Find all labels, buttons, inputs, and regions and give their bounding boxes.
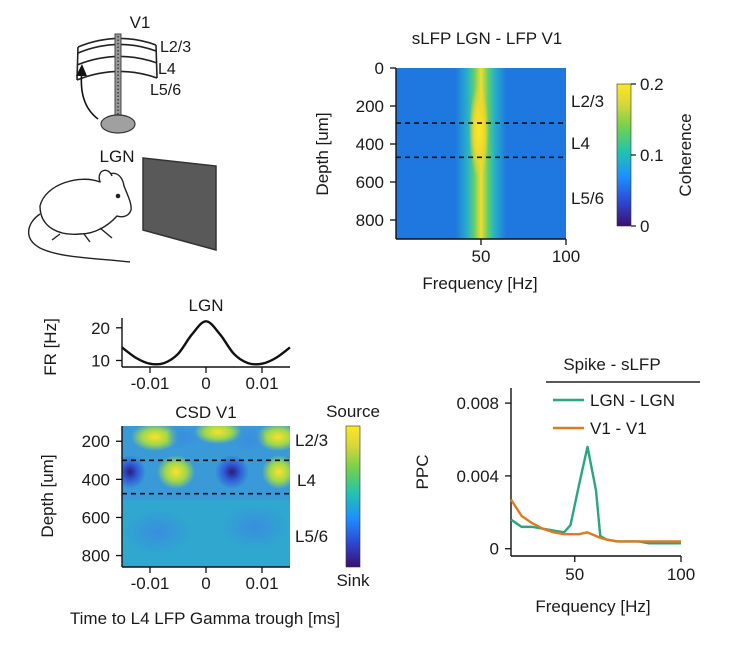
lgn-fr-title: LGN bbox=[189, 296, 224, 315]
colorbar-tick-label: 0.2 bbox=[640, 75, 664, 94]
coherence-title: sLFP LGN - LFP V1 bbox=[412, 29, 563, 48]
coherence-colorbar bbox=[616, 83, 632, 227]
coherence-ylabel: Depth [um] bbox=[313, 112, 332, 195]
lgn-fr-ytick-label: 20 bbox=[91, 319, 110, 338]
csd-ytick-label: 400 bbox=[82, 470, 110, 489]
ppc-panel: Spike - sLFP 0.008 0.004 0 50 100 LGN - LGN … bbox=[413, 355, 700, 616]
csd-colorbar-top-label: Source bbox=[326, 402, 380, 421]
csd-sink-l4-1 bbox=[122, 455, 146, 489]
lgn-nucleus bbox=[100, 114, 136, 134]
legend-label-v1: V1 - V1 bbox=[590, 419, 647, 438]
lgn-fr-xtick-label: 0.01 bbox=[245, 374, 278, 393]
csd-xtick-label: -0.01 bbox=[131, 574, 170, 593]
coherence-ytick-label: 800 bbox=[356, 211, 384, 230]
colorbar-tick-label: 0 bbox=[640, 217, 649, 236]
csd-low-sup-2 bbox=[233, 427, 267, 453]
coherence-ytick-label: 200 bbox=[356, 97, 384, 116]
csd-layer-boundaries bbox=[122, 459, 290, 495]
csd-title: CSD V1 bbox=[175, 403, 236, 422]
coherence-layer-l4: L4 bbox=[571, 134, 590, 153]
legend-label-lgn: LGN - LGN bbox=[590, 391, 675, 410]
ppc-ytick-label: 0 bbox=[490, 540, 499, 559]
coherence-panel: sLFP LGN - LFP V1 0 200 400 600 800 50 100 L2/… bbox=[313, 29, 695, 293]
csd-xlabel: Time to L4 LFP Gamma trough [ms] bbox=[70, 609, 340, 628]
lgn-fr-axes: 20 10 -0.01 0 0.01 bbox=[91, 318, 290, 393]
ppc-ytick-label: 0.008 bbox=[456, 394, 499, 413]
layer-label-l23: L2/3 bbox=[160, 39, 191, 56]
csd-xtick-label: 0 bbox=[201, 574, 210, 593]
arrow-head-icon bbox=[76, 64, 87, 76]
csd-colorbar-bottom-label: Sink bbox=[336, 571, 370, 590]
csd-source-sup-1 bbox=[131, 426, 179, 451]
csd-layer-l23: L2/3 bbox=[295, 431, 328, 450]
csd-source-l4-1 bbox=[157, 455, 195, 489]
coherence-layer-l23: L2/3 bbox=[571, 92, 604, 111]
csd-xtick-label: 0.01 bbox=[245, 574, 278, 593]
coherence-ytick-label: 0 bbox=[375, 59, 384, 78]
coherence-colorbar-label: Coherence bbox=[676, 113, 695, 196]
csd-low-deep-1 bbox=[124, 510, 192, 554]
csd-heatmap bbox=[122, 426, 290, 567]
ppc-series-line-v1 bbox=[509, 498, 681, 543]
lgn-fr-xtick-label: -0.01 bbox=[131, 374, 170, 393]
csd-low-deep-2 bbox=[221, 505, 289, 549]
coherence-ytick-label: 400 bbox=[356, 135, 384, 154]
coherence-colorbar-ticks: 0 0.1 0.2 bbox=[631, 75, 664, 236]
coherence-heatmap bbox=[396, 68, 566, 239]
probe-shank bbox=[114, 33, 122, 123]
ppc-xlabel: Frequency [Hz] bbox=[535, 597, 650, 616]
colorbar-tick-label: 0.1 bbox=[640, 146, 664, 165]
coherence-xtick-label: 50 bbox=[472, 247, 491, 266]
lgn-label: LGN bbox=[100, 147, 135, 166]
visual-stimulus-screen bbox=[142, 157, 217, 251]
csd-low-sup-1 bbox=[166, 426, 200, 450]
coherence-layer-l56: L5/6 bbox=[571, 189, 604, 208]
mouse-icon bbox=[28, 169, 132, 263]
coherence-xtick-label: 100 bbox=[552, 247, 580, 266]
lgn-fr-xtick-label: 0 bbox=[201, 374, 210, 393]
ppc-ylabel: PPC bbox=[413, 455, 432, 490]
coherence-layer-boundaries bbox=[396, 122, 566, 159]
csd-ytick-label: 200 bbox=[82, 432, 110, 451]
ppc-xtick-label: 100 bbox=[667, 565, 695, 584]
coherence-axes: 0 200 400 600 800 50 100 bbox=[356, 59, 581, 266]
ppc-series-group bbox=[509, 398, 681, 545]
coherence-xlabel: Frequency [Hz] bbox=[422, 274, 537, 293]
csd-sink-l4-2 bbox=[215, 455, 249, 489]
csd-axes: 200 400 600 800 -0.01 0 0.01 bbox=[82, 426, 290, 593]
ppc-legend: LGN - LGN V1 - V1 bbox=[590, 391, 675, 438]
csd-ylabel: Depth [um] bbox=[38, 454, 57, 537]
ppc-axes: 0.008 0.004 0 50 100 bbox=[456, 388, 695, 584]
csd-layer-l4: L4 bbox=[297, 471, 316, 490]
ppc-ytick-label: 0.004 bbox=[456, 467, 499, 486]
coherence-ytick-label: 600 bbox=[356, 173, 384, 192]
lgn-fr-ylabel: FR [Hz] bbox=[41, 318, 60, 376]
csd-layer-l56: L5/6 bbox=[295, 527, 328, 546]
csd-source-l4-2 bbox=[262, 455, 290, 489]
ppc-series-line-lgn bbox=[510, 445, 681, 545]
ppc-title: Spike - sLFP bbox=[563, 355, 660, 374]
lgn-fr-panel: LGN 20 10 -0.01 0 0.01 FR [Hz] bbox=[41, 296, 291, 393]
coherence-peak bbox=[469, 83, 489, 179]
layer-label-l56: L5/6 bbox=[150, 82, 181, 99]
csd-colorbar bbox=[345, 425, 361, 568]
lgn-fr-curve bbox=[121, 320, 291, 366]
lgn-fr-ytick-label: 10 bbox=[91, 351, 110, 370]
csd-ytick-label: 800 bbox=[82, 547, 110, 566]
layer-label-l4: L4 bbox=[158, 61, 176, 78]
schematic-panel: V1 L2/3 L4 L5/6 LGN bbox=[28, 13, 217, 263]
v1-label: V1 bbox=[130, 13, 151, 32]
csd-ytick-label: 600 bbox=[82, 508, 110, 527]
csd-panel: CSD V1 200 400 600 800 -0.01 0 0.01 L2/3 L4 L5… bbox=[38, 402, 380, 628]
csd-source-sup-2 bbox=[194, 426, 242, 444]
ppc-xtick-label: 50 bbox=[565, 565, 584, 584]
